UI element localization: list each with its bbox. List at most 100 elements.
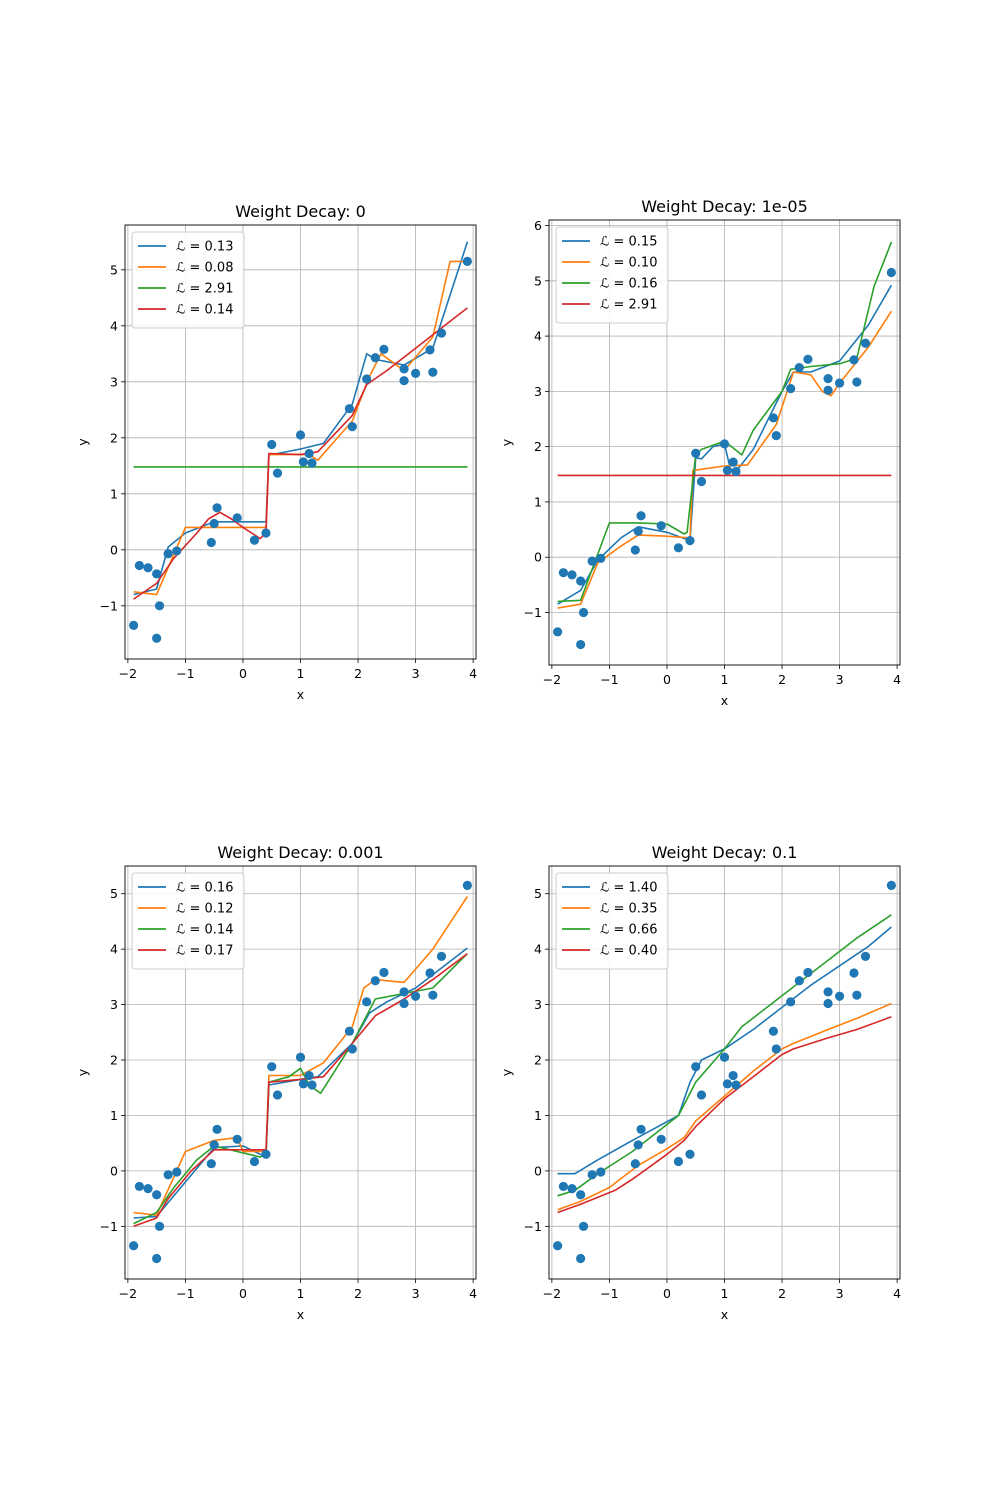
scatter-point [596,1167,606,1177]
scatter-point [567,1184,577,1194]
x-tick-label: 4 [469,1286,477,1301]
y-tick-label: −1 [524,1219,542,1234]
series-line-0 [557,926,892,1175]
legend-entry: ℒ = 0.66 [600,923,657,938]
scatter-point [379,967,389,978]
legend: ℒ = 0.15 ℒ = 0.10 ℒ = 0.16 ℒ = 2.91 [555,226,669,324]
y-tick-label: 5 [110,886,118,901]
scatter-point [691,448,701,458]
scatter-point [558,568,568,578]
scatter-point [163,549,173,559]
series-line-1 [133,896,469,1216]
scatter-point [370,353,380,363]
scatter-point [673,543,684,553]
scatter-point [163,1170,173,1180]
x-axis-label: x [297,687,304,702]
scatter-point [304,448,314,459]
x-axis-label: x [721,693,728,708]
x-tick-label: 0 [239,666,247,681]
series-line-1 [557,1002,892,1211]
scatter-point [436,951,447,961]
y-tick-label: 5 [534,273,542,288]
chart-title: Weight Decay: 1e-05 [641,197,808,216]
scatter-point [553,627,563,637]
scatter-point [344,404,355,414]
y-tick-label: 4 [534,329,542,344]
scatter-point [656,521,666,531]
legend-entry: ℒ = 0.16 [176,881,233,896]
y-tick-label: 0 [534,1163,542,1178]
scatter-point [673,1156,684,1167]
scatter-point [462,256,472,266]
scatter-point [154,601,165,611]
scatter-point [307,458,317,468]
x-tick-label: 2 [778,672,786,687]
scatter-point [886,267,896,278]
scatter-point [578,1221,589,1231]
scatter-point [728,1070,738,1081]
scatter-point [134,560,144,571]
x-tick-label: 1 [721,672,729,687]
scatter-point [362,997,372,1007]
scatter-point [272,1090,283,1100]
x-tick-label: 1 [721,1286,729,1301]
chart-title: Weight Decay: 0.001 [217,843,383,862]
scatter-point [428,367,438,377]
scatter-point [152,569,162,579]
scatter-point [206,537,216,548]
scatter-point [172,1167,182,1177]
scatter-point [304,1070,314,1081]
scatter-point [295,430,306,440]
scatter-point [852,990,862,1000]
y-axis-label: y [75,1068,90,1076]
y-tick-label: 5 [534,886,542,901]
scatter-point [370,976,380,986]
panel-2: −2 −1 0 1 2 3 4 −1 0 1 2 3 4 5 Weight Decay: 0.001 x y ℒ … [75,843,477,1322]
scatter-point [152,1253,162,1264]
scatter-point [656,1134,666,1144]
y-axis-label: y [499,1068,514,1076]
legend: ℒ = 0.13 ℒ = 0.08 ℒ = 2.91 ℒ = 0.14 [131,231,245,329]
x-tick-label: −1 [600,672,618,687]
x-tick-label: −1 [176,666,194,681]
x-tick-label: 4 [469,666,477,681]
y-tick-label: 4 [110,942,118,957]
scatter-point [849,355,859,365]
scatter-point [696,1090,707,1100]
axes-frame [124,224,477,660]
scatter-point [731,1080,741,1090]
scatter-point [261,1149,271,1159]
x-tick-label: 3 [412,666,420,681]
scatter-point [834,991,845,1001]
plot-area [553,241,896,650]
y-tick-label: 3 [110,374,118,389]
y-tick-label: −1 [100,1219,118,1234]
scatter-point [633,1140,643,1150]
x-tick-label: 1 [297,1286,305,1301]
y-tick-label: 4 [110,318,118,333]
scatter-point [212,1124,222,1134]
scatter-point [553,1241,563,1251]
scatter-point [399,998,409,1009]
x-tick-label: 3 [836,1286,844,1301]
scatter-point [768,413,779,423]
panel-1: −2 −1 0 1 2 3 4 −1 0 1 2 3 4 5 6 Weight Decay: 1e-05 x y ℒ… [499,197,901,708]
scatter-point [425,345,435,355]
scatter-point [576,576,586,586]
scatter-point [261,528,271,538]
y-tick-label: 0 [110,1163,118,1178]
x-tick-label: −1 [600,1286,618,1301]
y-tick-label: 1 [534,1108,542,1123]
chart-title: Weight Decay: 0 [235,202,366,221]
legend-entry: ℒ = 1.40 [600,881,657,896]
x-tick-label: 0 [663,672,671,687]
scatter-point [834,378,845,388]
scatter-point [172,546,182,556]
x-tick-label: 2 [778,1286,786,1301]
legend-box [131,231,245,329]
scatter-point [685,536,695,546]
scatter-point [129,620,139,631]
legend-entry: ℒ = 0.08 [176,261,233,276]
scatter-point [462,880,472,891]
